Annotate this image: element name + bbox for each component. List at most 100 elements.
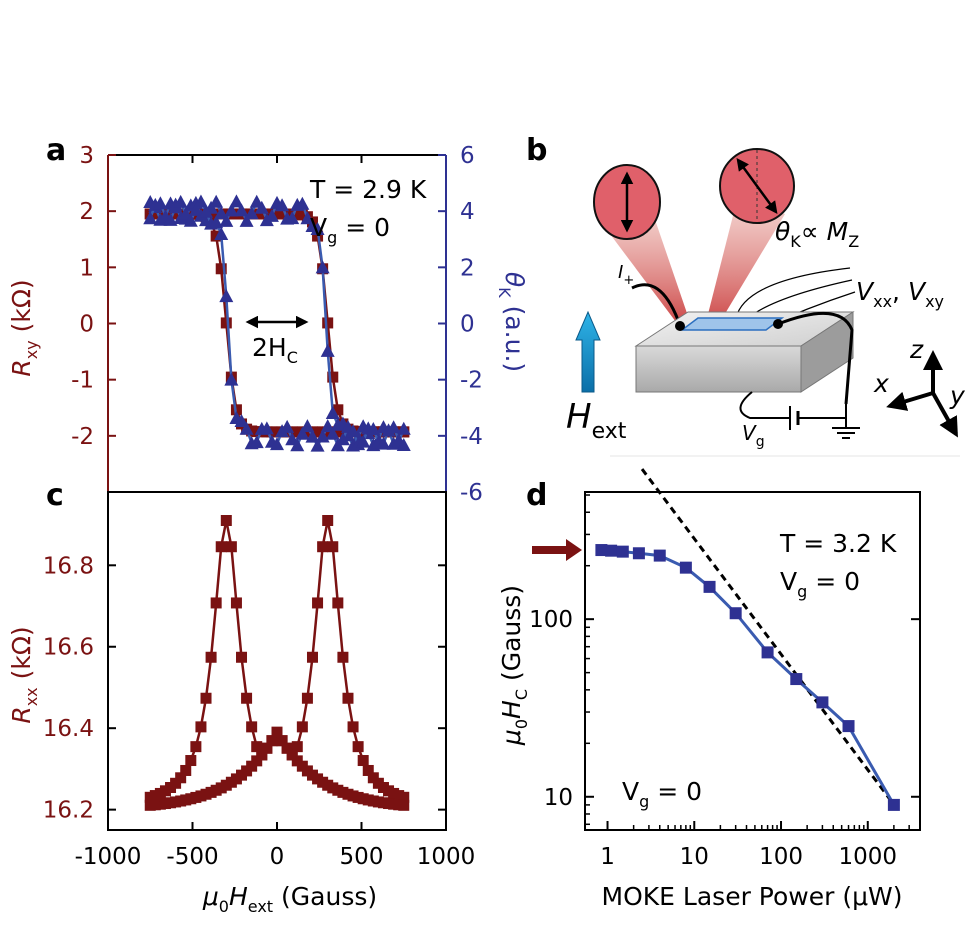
c-point xyxy=(175,772,187,784)
panel-d-temperature: T = 3.2 K xyxy=(779,529,897,558)
panel-c-ticks: -1000 -500 0 500 1000 16.2 16.4 16.6 16.8 xyxy=(43,553,475,870)
kerr-label-sub: K xyxy=(790,232,801,251)
c-point xyxy=(286,749,298,761)
a-point-theta_K xyxy=(229,194,244,208)
c-point xyxy=(271,726,283,738)
a-left-tick-label: -1 xyxy=(71,368,94,394)
reflected-polarization-arrow xyxy=(736,157,778,215)
c-point xyxy=(266,735,278,747)
a-point-theta_K xyxy=(219,289,234,303)
c-point xyxy=(398,799,410,811)
panel-d-gate2: Vg = 0 xyxy=(622,777,702,811)
c-y-tick-label: 16.4 xyxy=(43,716,94,742)
voltage-label-v1: V xyxy=(856,277,875,306)
panel-d-ylabel-mu: μ xyxy=(497,729,526,746)
ground-wire xyxy=(777,311,854,405)
c-point xyxy=(306,651,318,663)
a-point-theta_K xyxy=(290,438,305,452)
contact-left xyxy=(675,321,685,331)
c-y-tick-label: 16.8 xyxy=(43,553,94,579)
a-point-theta_K xyxy=(300,419,315,433)
panel-a-ylabel-right-unit: (a.u.) xyxy=(500,298,529,373)
panel-a-ylabel-left-unit: (kΩ) xyxy=(7,279,36,340)
panel-a-gate-v: V xyxy=(310,213,327,242)
panel-d-ylabel-unit: (Gauss) xyxy=(497,585,526,689)
panel-label-c: c xyxy=(46,478,64,513)
panel-label-a: a xyxy=(46,133,66,168)
voltage-label: Vxx, Vxy xyxy=(856,277,944,311)
panel-d-ticks: 1 10 100 1000 10 100 xyxy=(529,494,921,870)
panel-d-ylabel-mu-sub: 0 xyxy=(512,719,531,729)
c-point xyxy=(195,721,207,733)
panel-d-gate2-v: V xyxy=(622,777,639,806)
panel-c-xlabel-unit: (Gauss) xyxy=(273,882,377,911)
c-point xyxy=(342,692,354,704)
c-point xyxy=(225,541,237,553)
a-point-theta_K xyxy=(285,211,300,225)
a-point-R_xy xyxy=(215,263,227,275)
a-left-tick-label: -2 xyxy=(71,424,94,450)
a-right-tick-label: 2 xyxy=(460,255,475,281)
current-wire xyxy=(631,283,680,321)
a-point-theta_K xyxy=(219,213,234,227)
sample-hall-bar xyxy=(679,317,785,331)
c-point xyxy=(362,764,374,776)
panel-c-ylabel-unit: (kΩ) xyxy=(7,626,36,687)
c-x-tick-label: -500 xyxy=(166,844,218,870)
c-point xyxy=(251,741,263,753)
panel-d-xlabel: MOKE Laser Power (μW) xyxy=(602,882,903,911)
current-label-main: I xyxy=(618,262,623,283)
panel-label-d: d xyxy=(526,478,547,513)
d-y-tick-label: 100 xyxy=(529,607,573,633)
a-left-tick-label: 1 xyxy=(79,255,94,281)
a-point-R_xy xyxy=(210,230,222,242)
a-point-theta_K xyxy=(188,202,203,216)
field-arrow-icon xyxy=(575,310,601,393)
c-point xyxy=(210,597,222,609)
c-point xyxy=(357,755,369,767)
c-point xyxy=(261,742,273,754)
d-point xyxy=(616,545,629,558)
c-point xyxy=(301,692,313,704)
a-right-tick-label: 4 xyxy=(460,199,475,225)
panel-a-left-ticks: -2 -1 0 1 2 3 xyxy=(71,143,363,450)
voltage-wire-1 xyxy=(735,267,851,319)
a-point-theta_K xyxy=(270,437,284,451)
a-right-tick-label: 6 xyxy=(460,143,475,169)
a-left-tick-label: 2 xyxy=(79,199,94,225)
a-point-R_xy xyxy=(322,317,334,329)
d-point xyxy=(679,561,692,574)
a-point-theta_K xyxy=(386,420,401,434)
a-point-theta_K xyxy=(214,227,229,241)
d-x-tick-label: 10 xyxy=(680,844,709,870)
c-point xyxy=(230,597,242,609)
panel-d-gate-sub: g xyxy=(797,582,807,601)
panel-a-gate-sub: g xyxy=(327,228,337,247)
a-point-theta_K xyxy=(356,434,371,448)
substrate-side xyxy=(800,311,854,393)
c-point xyxy=(170,777,182,789)
c-point xyxy=(291,741,303,753)
panel-d-gate: Vg = 0 xyxy=(780,567,860,601)
c-point xyxy=(200,692,212,704)
c-point xyxy=(236,651,248,663)
panel-a-temperature: T = 2.9 K xyxy=(309,175,427,204)
a-right-tick-label: -4 xyxy=(460,424,483,450)
panel-a-curves xyxy=(143,194,411,452)
a-point-theta_K xyxy=(346,424,361,438)
d-point xyxy=(632,547,645,560)
panel-a-right-ticks: -6 -4 -2 0 2 4 6 xyxy=(438,143,483,506)
a-point-theta_K xyxy=(249,435,264,449)
axis-z-label: z xyxy=(909,335,924,364)
a-point-theta_K xyxy=(300,211,315,225)
c-point xyxy=(322,515,334,527)
gate-voltage-label: Vg xyxy=(742,421,765,450)
panel-a-ylabel-right-sub: K xyxy=(495,287,514,298)
a-point-theta_K xyxy=(295,196,310,210)
a-point-theta_K xyxy=(325,426,340,440)
a-point-theta_K xyxy=(259,421,274,435)
voltage-label-s1: xx xyxy=(873,292,892,311)
a-point-theta_K xyxy=(173,194,188,208)
